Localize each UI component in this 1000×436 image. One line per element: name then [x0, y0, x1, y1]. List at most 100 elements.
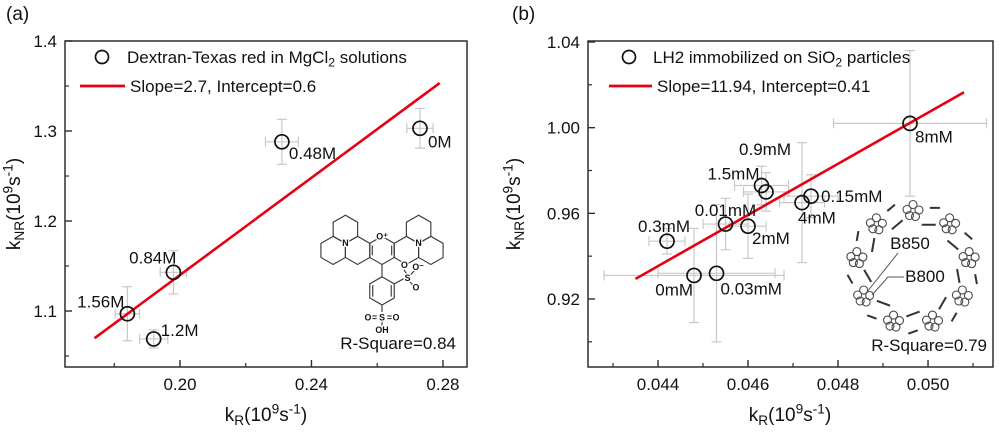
pigment-circle	[910, 211, 921, 222]
data-point-label: 1.5mM	[708, 164, 760, 183]
pigment-circle	[854, 259, 864, 269]
panel-label-b: (b)	[512, 4, 536, 25]
data-point-marker	[902, 115, 918, 132]
b850-dash	[863, 269, 873, 283]
data-point-label: 0.84M	[129, 248, 176, 267]
x-tick-label: 0.28	[426, 375, 459, 394]
data-point-marker	[717, 216, 734, 232]
y-axis-label: kNR(109s-1)	[500, 158, 527, 250]
legend-series-label: LH2 immobilized on SiO2 particles	[653, 48, 910, 70]
lh2-pigment-cluster	[882, 310, 905, 332]
lh2-pigment-cluster	[853, 285, 875, 307]
legend-marker-circle	[94, 49, 110, 65]
molecule-atom-label: O	[393, 312, 400, 322]
b850-dash	[846, 274, 854, 284]
b850-dash	[938, 296, 947, 310]
molecule-atom-label: S	[379, 312, 385, 322]
pigment-circle	[964, 247, 974, 257]
data-point-label: 0.48M	[289, 144, 336, 163]
data-point-marker	[686, 267, 702, 284]
pigment-circle	[846, 252, 856, 262]
data-point-marker	[758, 184, 774, 200]
pigment-circle	[891, 322, 901, 332]
b850-dash	[946, 239, 959, 251]
data-point-label: 4mM	[798, 209, 836, 228]
lh2-pigment-cluster	[958, 247, 980, 269]
y-tick-label: 1.04	[547, 33, 580, 52]
pigment-circle	[924, 321, 934, 331]
data-point-label: 0.9mM	[739, 140, 791, 159]
pigment-circle	[868, 224, 878, 234]
pigment-circle	[888, 310, 899, 320]
pigment-circle	[954, 296, 964, 306]
data-point-label: 8mM	[915, 127, 953, 146]
y-tick-label: 1.00	[547, 119, 580, 138]
b850-dash	[950, 312, 958, 322]
pigment-circle	[848, 258, 858, 268]
data-point-marker	[803, 188, 819, 205]
data-point-label: 1.56M	[77, 293, 124, 312]
b850-dash	[963, 232, 973, 240]
molecule-atom-label: S	[405, 273, 411, 283]
b850-leader-line	[866, 252, 899, 293]
plot-frame	[64, 40, 468, 368]
r-square-label: R-Square=0.84	[340, 334, 456, 353]
pigment-circle	[958, 252, 968, 262]
x-axis-label: kR(109s-1)	[749, 401, 831, 428]
b850-dash	[855, 230, 860, 242]
texas-red-structure: N NO⁺SO O⁻OO S OOH	[320, 214, 444, 336]
y-tick-label: 1.4	[33, 32, 57, 51]
data-point-label: 0.3mM	[638, 217, 690, 236]
legend-fit-label: Slope=11.94, Intercept=0.41	[657, 77, 870, 96]
y-axis-label: kNR(109s-1)	[0, 158, 27, 250]
y-tick-label: 1.3	[33, 122, 57, 141]
pigment-circle	[871, 213, 881, 223]
b850-label: B850	[890, 234, 930, 253]
data-point-marker	[659, 233, 675, 250]
data-point-marker	[708, 265, 725, 282]
pigment-circle	[951, 290, 961, 300]
data-point-label: 1.2M	[161, 321, 199, 340]
b850-dash	[876, 299, 891, 307]
y-tick-label: 1.1	[33, 302, 57, 321]
pigment-circle	[927, 310, 938, 320]
plot-panel-a: N NO⁺SO O⁻OO S OOH 0.20 0.24 0.281.11.21.31.40…	[0, 32, 468, 428]
pigment-circle	[852, 247, 862, 257]
molecule-atom-label: O⁺	[376, 231, 388, 241]
data-point-label: 0.15mM	[821, 187, 882, 206]
data-point-label: 0mM	[655, 280, 693, 299]
fit-line	[93, 81, 441, 340]
pigment-circle	[957, 285, 967, 295]
x-axis-label: kR(109s-1)	[225, 401, 307, 428]
b850-dash	[886, 203, 896, 212]
molecule-atom-label: O	[401, 260, 408, 270]
pigment-circle	[960, 297, 970, 307]
data-point-label: 0M	[428, 132, 452, 151]
pigment-circle	[853, 290, 863, 300]
data-point-label: 0.01mM	[695, 201, 756, 220]
pigment-circle	[921, 315, 932, 325]
molecule-atom-label: O⁻	[412, 262, 424, 272]
b850-dash	[974, 274, 978, 285]
pigment-circle	[865, 218, 875, 228]
data-point-marker	[119, 305, 136, 322]
data-point-marker	[740, 218, 756, 235]
lh2-pigment-cluster	[939, 213, 961, 235]
data-point-marker	[145, 331, 162, 347]
fit-line	[634, 91, 965, 281]
legend-series-label: Dextran-Texas red in MgCl2 solutions	[127, 48, 407, 70]
b850-dash	[906, 310, 920, 318]
pigment-circle	[908, 199, 918, 210]
b850-dash	[956, 268, 961, 284]
pigment-circle	[939, 218, 949, 228]
molecule-atom-label: O	[412, 282, 419, 292]
x-tick-label: 0.044	[637, 375, 680, 394]
r-square-label: R-Square=0.79	[871, 336, 987, 355]
pigment-circle	[947, 225, 957, 235]
legend-fit-label: Slope=2.7, Intercept=0.6	[130, 77, 316, 96]
x-tick-label: 0.046	[727, 375, 770, 394]
pigment-circle	[861, 297, 871, 307]
pigment-circle	[902, 204, 912, 215]
lh2-pigment-cluster	[846, 247, 868, 269]
lh2-pigment-cluster	[921, 310, 944, 332]
